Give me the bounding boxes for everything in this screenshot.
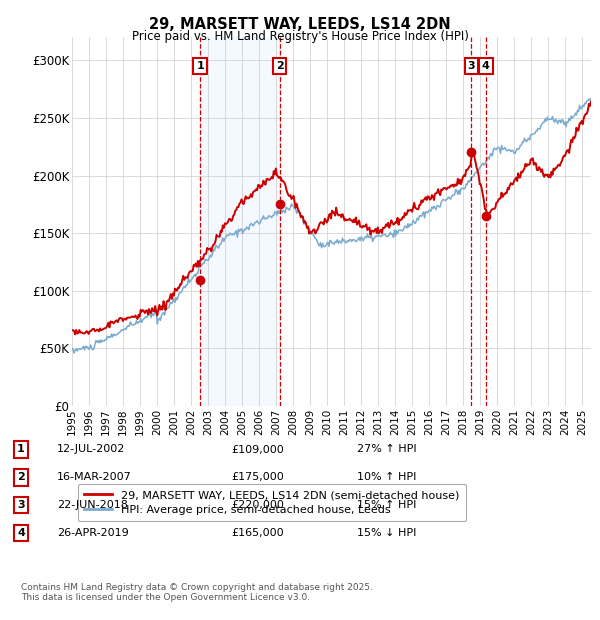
Text: 1: 1 xyxy=(196,61,204,71)
Text: 26-APR-2019: 26-APR-2019 xyxy=(57,528,129,538)
Text: 16-MAR-2007: 16-MAR-2007 xyxy=(57,472,132,482)
Text: 22-JUN-2018: 22-JUN-2018 xyxy=(57,500,128,510)
Text: 4: 4 xyxy=(17,528,25,538)
Text: Contains HM Land Registry data © Crown copyright and database right 2025.
This d: Contains HM Land Registry data © Crown c… xyxy=(21,583,373,602)
Text: £175,000: £175,000 xyxy=(231,472,284,482)
Text: 15% ↓ HPI: 15% ↓ HPI xyxy=(357,528,416,538)
Text: Price paid vs. HM Land Registry's House Price Index (HPI): Price paid vs. HM Land Registry's House … xyxy=(131,30,469,43)
Text: £220,000: £220,000 xyxy=(231,500,284,510)
Text: 3: 3 xyxy=(17,500,25,510)
Text: 15% ↑ HPI: 15% ↑ HPI xyxy=(357,500,416,510)
Legend: 29, MARSETT WAY, LEEDS, LS14 2DN (semi-detached house), HPI: Average price, semi: 29, MARSETT WAY, LEEDS, LS14 2DN (semi-d… xyxy=(77,484,466,521)
Text: 2: 2 xyxy=(276,61,284,71)
Bar xyxy=(200,37,280,406)
Text: 27% ↑ HPI: 27% ↑ HPI xyxy=(357,445,416,454)
Text: 3: 3 xyxy=(467,61,475,71)
Text: 4: 4 xyxy=(482,61,490,71)
Text: £165,000: £165,000 xyxy=(231,528,284,538)
Text: 10% ↑ HPI: 10% ↑ HPI xyxy=(357,472,416,482)
Text: 2: 2 xyxy=(17,472,25,482)
Text: 29, MARSETT WAY, LEEDS, LS14 2DN: 29, MARSETT WAY, LEEDS, LS14 2DN xyxy=(149,17,451,32)
Text: £109,000: £109,000 xyxy=(231,445,284,454)
Text: 1: 1 xyxy=(17,445,25,454)
Text: 12-JUL-2002: 12-JUL-2002 xyxy=(57,445,125,454)
